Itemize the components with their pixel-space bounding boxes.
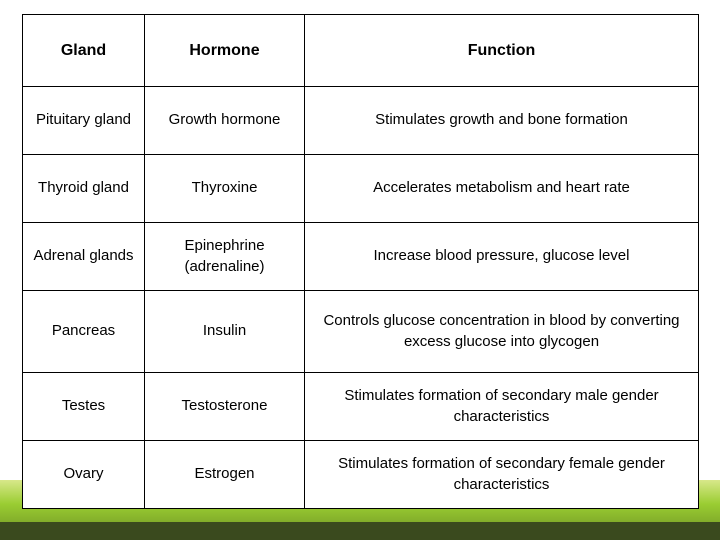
cell-function: Controls glucose concentration in blood … [305,291,699,373]
cell-gland: Pancreas [23,291,145,373]
cell-gland: Testes [23,373,145,441]
cell-gland: Adrenal glands [23,223,145,291]
col-header-hormone: Hormone [145,15,305,87]
cell-function: Stimulates formation of secondary female… [305,441,699,509]
cell-hormone: Insulin [145,291,305,373]
table-row: Thyroid gland Thyroxine Accelerates meta… [23,155,699,223]
col-header-function: Function [305,15,699,87]
cell-hormone: Epinephrine (adrenaline) [145,223,305,291]
cell-hormone: Thyroxine [145,155,305,223]
cell-function: Stimulates formation of secondary male g… [305,373,699,441]
cell-function: Increase blood pressure, glucose level [305,223,699,291]
cell-gland: Pituitary gland [23,87,145,155]
table-row: Adrenal glands Epinephrine (adrenaline) … [23,223,699,291]
table-row: Ovary Estrogen Stimulates formation of s… [23,441,699,509]
table-row: Pituitary gland Growth hormone Stimulate… [23,87,699,155]
hormone-table-container: Gland Hormone Function Pituitary gland G… [22,14,698,509]
hormone-table: Gland Hormone Function Pituitary gland G… [22,14,699,509]
cell-gland: Ovary [23,441,145,509]
cell-function: Accelerates metabolism and heart rate [305,155,699,223]
cell-gland: Thyroid gland [23,155,145,223]
col-header-gland: Gland [23,15,145,87]
table-header-row: Gland Hormone Function [23,15,699,87]
cell-hormone: Testosterone [145,373,305,441]
cell-hormone: Estrogen [145,441,305,509]
table-row: Testes Testosterone Stimulates formation… [23,373,699,441]
cell-hormone: Growth hormone [145,87,305,155]
footer-dark-bar [0,522,720,540]
cell-function: Stimulates growth and bone formation [305,87,699,155]
table-row: Pancreas Insulin Controls glucose concen… [23,291,699,373]
